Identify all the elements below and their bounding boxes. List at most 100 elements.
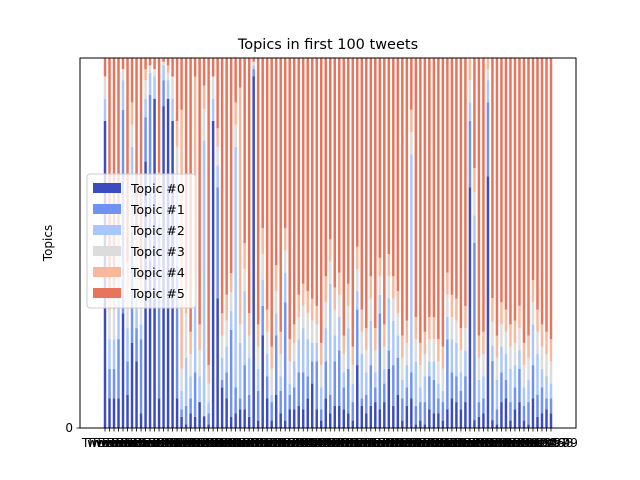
bar-segment xyxy=(518,368,521,403)
bar-segment xyxy=(279,413,282,428)
x-tick-label: Tweet 8 xyxy=(117,436,164,450)
x-tick-label: Tweet 57 xyxy=(334,436,389,450)
bar-segment xyxy=(175,58,179,121)
bar-segment xyxy=(405,342,409,366)
bar-segment xyxy=(468,187,472,428)
bar-segment xyxy=(459,391,463,410)
bar-segment xyxy=(491,345,494,362)
bar-segment xyxy=(405,365,409,388)
x-tick-label: Tweet 64 xyxy=(365,436,420,450)
bar-segment xyxy=(279,391,282,414)
bar-segment xyxy=(234,102,237,125)
bar-segment xyxy=(157,58,161,173)
x-tick-label: Tweet 94 xyxy=(501,436,556,450)
bar-segment xyxy=(486,69,490,81)
bar-segment xyxy=(509,346,512,369)
bar-segment xyxy=(135,361,138,428)
bar-segment xyxy=(549,361,553,384)
bar-segment xyxy=(513,387,517,410)
x-tick-label: Tweet 91 xyxy=(487,436,542,450)
x-tick-label: Tweet 0 xyxy=(81,436,128,450)
bar-segment xyxy=(374,387,377,403)
bar-segment xyxy=(518,402,521,428)
bar-segment xyxy=(365,58,368,329)
bar-segment xyxy=(310,58,314,299)
bar-segment xyxy=(157,224,161,399)
bar-segment xyxy=(441,58,445,347)
x-tick-label: Tweet 17 xyxy=(154,436,209,450)
bar-segment xyxy=(522,58,526,343)
bar-segment xyxy=(428,361,431,377)
bar-segment xyxy=(180,416,183,428)
bar-segment xyxy=(455,342,458,377)
bar-segment xyxy=(148,58,152,66)
x-tick-label: Tweet 38 xyxy=(248,436,303,450)
bar-segment xyxy=(338,272,341,295)
bar-segment xyxy=(324,276,327,303)
bar-segment xyxy=(329,261,332,284)
x-tick-label: Tweet 13 xyxy=(136,436,191,450)
x-tick-label: Tweet 1 xyxy=(85,436,132,450)
bar-segment xyxy=(193,298,197,373)
bar-segment xyxy=(446,317,449,340)
x-tick-label: Tweet 87 xyxy=(469,436,524,450)
bar-segment xyxy=(225,320,228,347)
x-tick-label: Tweet 50 xyxy=(302,436,357,450)
bar-segment xyxy=(356,58,359,247)
bar-segment xyxy=(171,76,174,99)
bar-segment xyxy=(473,215,476,243)
bar-segment xyxy=(491,321,494,346)
x-tick-label: Tweet 43 xyxy=(271,436,326,450)
bar-segment xyxy=(270,420,273,428)
x-tick-label: Tweet 2 xyxy=(90,436,137,450)
bar-segment xyxy=(130,124,134,147)
bar-segment xyxy=(234,58,237,103)
bar-segment xyxy=(135,58,138,229)
bar-segment xyxy=(504,58,508,310)
bar-segment xyxy=(477,58,481,336)
bar-segment xyxy=(320,387,323,410)
bar-segment xyxy=(274,265,278,292)
bar-segment xyxy=(410,58,413,110)
bar-segment xyxy=(473,191,476,216)
x-tick-label: Tweet 46 xyxy=(284,436,339,450)
bar-segment xyxy=(414,361,418,406)
bar-segment xyxy=(531,280,535,303)
bar-segment xyxy=(365,413,368,428)
bar-segment xyxy=(144,98,147,118)
bar-segment xyxy=(495,424,499,428)
bar-segment xyxy=(148,261,152,428)
bar-segment xyxy=(265,309,269,332)
bar-segment xyxy=(171,58,174,77)
bar-segment xyxy=(414,424,418,428)
x-tick-label: Tweet 54 xyxy=(320,436,375,450)
bar-segment xyxy=(477,416,481,428)
bar-segment xyxy=(536,416,539,428)
bar-segment xyxy=(482,354,485,377)
bar-segment xyxy=(252,58,255,62)
bar-segment xyxy=(198,324,201,351)
bar-segment xyxy=(121,69,125,81)
x-tick-label: Tweet 40 xyxy=(257,436,312,450)
bar-segment xyxy=(369,320,373,366)
bar-segment xyxy=(148,72,152,95)
y-axis-ticks: 0 xyxy=(65,421,80,435)
bar-segment xyxy=(419,342,422,366)
x-tick-label: Tweet 14 xyxy=(140,436,195,450)
x-tick-label: Tweet 71 xyxy=(397,436,452,450)
x-tick-label: Tweet 41 xyxy=(262,436,317,450)
legend-label: Topic #3 xyxy=(130,244,185,259)
legend-label: Topic #5 xyxy=(130,286,185,301)
bar-segment xyxy=(446,409,449,428)
bar-segment xyxy=(112,309,116,340)
bar-segment xyxy=(265,354,269,377)
bar-segment xyxy=(347,283,350,306)
bar-segment xyxy=(243,365,246,410)
bar-segment xyxy=(329,394,332,414)
bar-segment xyxy=(261,228,264,255)
bar-segment xyxy=(301,409,305,428)
bar-segment xyxy=(464,402,467,428)
bar-segment xyxy=(545,409,548,428)
bar-segment xyxy=(540,387,544,414)
bar-segment xyxy=(211,58,215,77)
